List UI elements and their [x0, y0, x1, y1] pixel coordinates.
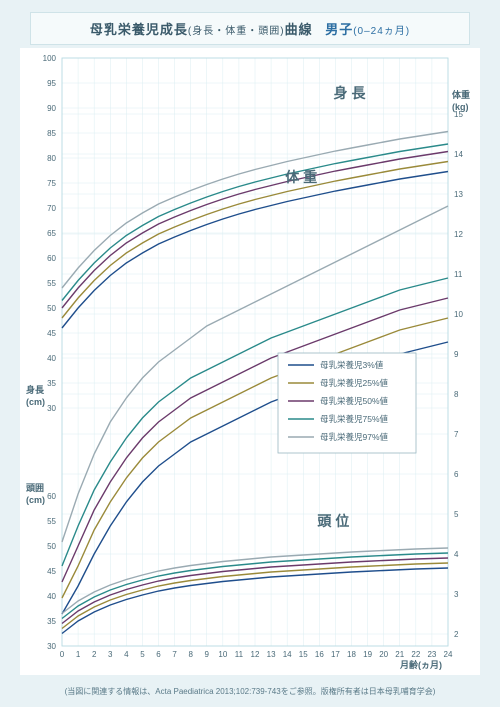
- svg-text:4: 4: [454, 550, 459, 559]
- svg-text:11: 11: [454, 270, 463, 279]
- footnote: (当図に関連する情報は、Acta Paediatrica 2013;102:73…: [25, 686, 475, 697]
- svg-text:24: 24: [444, 650, 453, 659]
- svg-text:4: 4: [124, 650, 129, 659]
- svg-text:7: 7: [454, 430, 459, 439]
- legend: 母乳栄養児3%値母乳栄養児25%値母乳栄養児50%値母乳栄養児75%値母乳栄養児…: [278, 353, 416, 453]
- svg-text:65: 65: [47, 229, 56, 238]
- svg-text:9: 9: [205, 650, 210, 659]
- svg-text:55: 55: [47, 517, 56, 526]
- svg-text:母乳栄養児3%値: 母乳栄養児3%値: [320, 360, 384, 370]
- svg-text:30: 30: [47, 404, 56, 413]
- svg-text:21: 21: [395, 650, 404, 659]
- svg-text:40: 40: [47, 354, 56, 363]
- svg-text:6: 6: [156, 650, 161, 659]
- svg-text:体重: 体重: [452, 89, 470, 100]
- svg-text:75: 75: [47, 179, 56, 188]
- svg-text:10: 10: [454, 310, 463, 319]
- svg-text:19: 19: [363, 650, 372, 659]
- svg-text:1: 1: [76, 650, 81, 659]
- svg-text:90: 90: [47, 104, 56, 113]
- growth-chart-svg: 0123456789101112131415161718192021222324…: [20, 48, 480, 675]
- label-weight: 体重: [285, 169, 321, 185]
- svg-text:45: 45: [47, 329, 56, 338]
- svg-text:60: 60: [47, 492, 56, 501]
- svg-text:母乳栄養児97%値: 母乳栄養児97%値: [320, 432, 389, 442]
- svg-text:3: 3: [454, 590, 459, 599]
- svg-text:15: 15: [299, 650, 308, 659]
- svg-text:95: 95: [47, 79, 56, 88]
- svg-text:月齢(ヵ月): 月齢(ヵ月): [399, 659, 442, 670]
- title-boys: 男子: [325, 22, 353, 37]
- svg-text:50: 50: [47, 542, 56, 551]
- svg-text:70: 70: [47, 204, 56, 213]
- svg-text:2: 2: [454, 630, 459, 639]
- svg-text:母乳栄養児25%値: 母乳栄養児25%値: [320, 378, 389, 388]
- svg-text:身長: 身長: [26, 384, 45, 395]
- svg-text:頭囲: 頭囲: [26, 483, 44, 493]
- svg-text:14: 14: [283, 650, 292, 659]
- svg-text:12: 12: [454, 230, 463, 239]
- svg-text:45: 45: [47, 567, 56, 576]
- svg-text:18: 18: [347, 650, 356, 659]
- svg-text:7: 7: [172, 650, 177, 659]
- svg-text:5: 5: [454, 510, 459, 519]
- svg-text:13: 13: [267, 650, 276, 659]
- svg-text:80: 80: [47, 154, 56, 163]
- svg-text:60: 60: [47, 254, 56, 263]
- svg-text:0: 0: [60, 650, 65, 659]
- svg-text:14: 14: [454, 150, 463, 159]
- svg-text:2: 2: [92, 650, 97, 659]
- svg-text:30: 30: [47, 642, 56, 651]
- svg-text:10: 10: [218, 650, 227, 659]
- svg-text:85: 85: [47, 129, 56, 138]
- svg-text:(kg): (kg): [452, 102, 469, 112]
- svg-text:5: 5: [140, 650, 145, 659]
- svg-text:12: 12: [251, 650, 260, 659]
- svg-text:8: 8: [188, 650, 193, 659]
- svg-text:8: 8: [454, 390, 459, 399]
- svg-text:35: 35: [47, 379, 56, 388]
- svg-text:16: 16: [315, 650, 324, 659]
- svg-text:55: 55: [47, 279, 56, 288]
- svg-text:50: 50: [47, 304, 56, 313]
- svg-text:40: 40: [47, 592, 56, 601]
- svg-text:母乳栄養児50%値: 母乳栄養児50%値: [320, 396, 389, 406]
- label-height: 身長: [334, 85, 370, 101]
- svg-text:13: 13: [454, 190, 463, 199]
- svg-text:17: 17: [331, 650, 340, 659]
- svg-text:22: 22: [411, 650, 420, 659]
- svg-text:20: 20: [379, 650, 388, 659]
- title-bar: 母乳栄養児成長(身長・体重・頭囲)曲線 男子(0–24ヵ月): [30, 12, 470, 45]
- svg-text:11: 11: [235, 650, 244, 659]
- label-headc: 頭位: [317, 513, 353, 529]
- svg-text:3: 3: [108, 650, 113, 659]
- svg-text:6: 6: [454, 470, 459, 479]
- title-main: 母乳栄養児成長: [90, 22, 188, 37]
- svg-text:100: 100: [43, 54, 57, 63]
- svg-text:35: 35: [47, 617, 56, 626]
- svg-text:母乳栄養児75%値: 母乳栄養児75%値: [320, 414, 389, 424]
- svg-text:(cm): (cm): [26, 495, 45, 505]
- chart-area: 0123456789101112131415161718192021222324…: [20, 48, 480, 675]
- svg-text:23: 23: [427, 650, 436, 659]
- svg-text:(cm): (cm): [26, 397, 45, 407]
- svg-text:9: 9: [454, 350, 459, 359]
